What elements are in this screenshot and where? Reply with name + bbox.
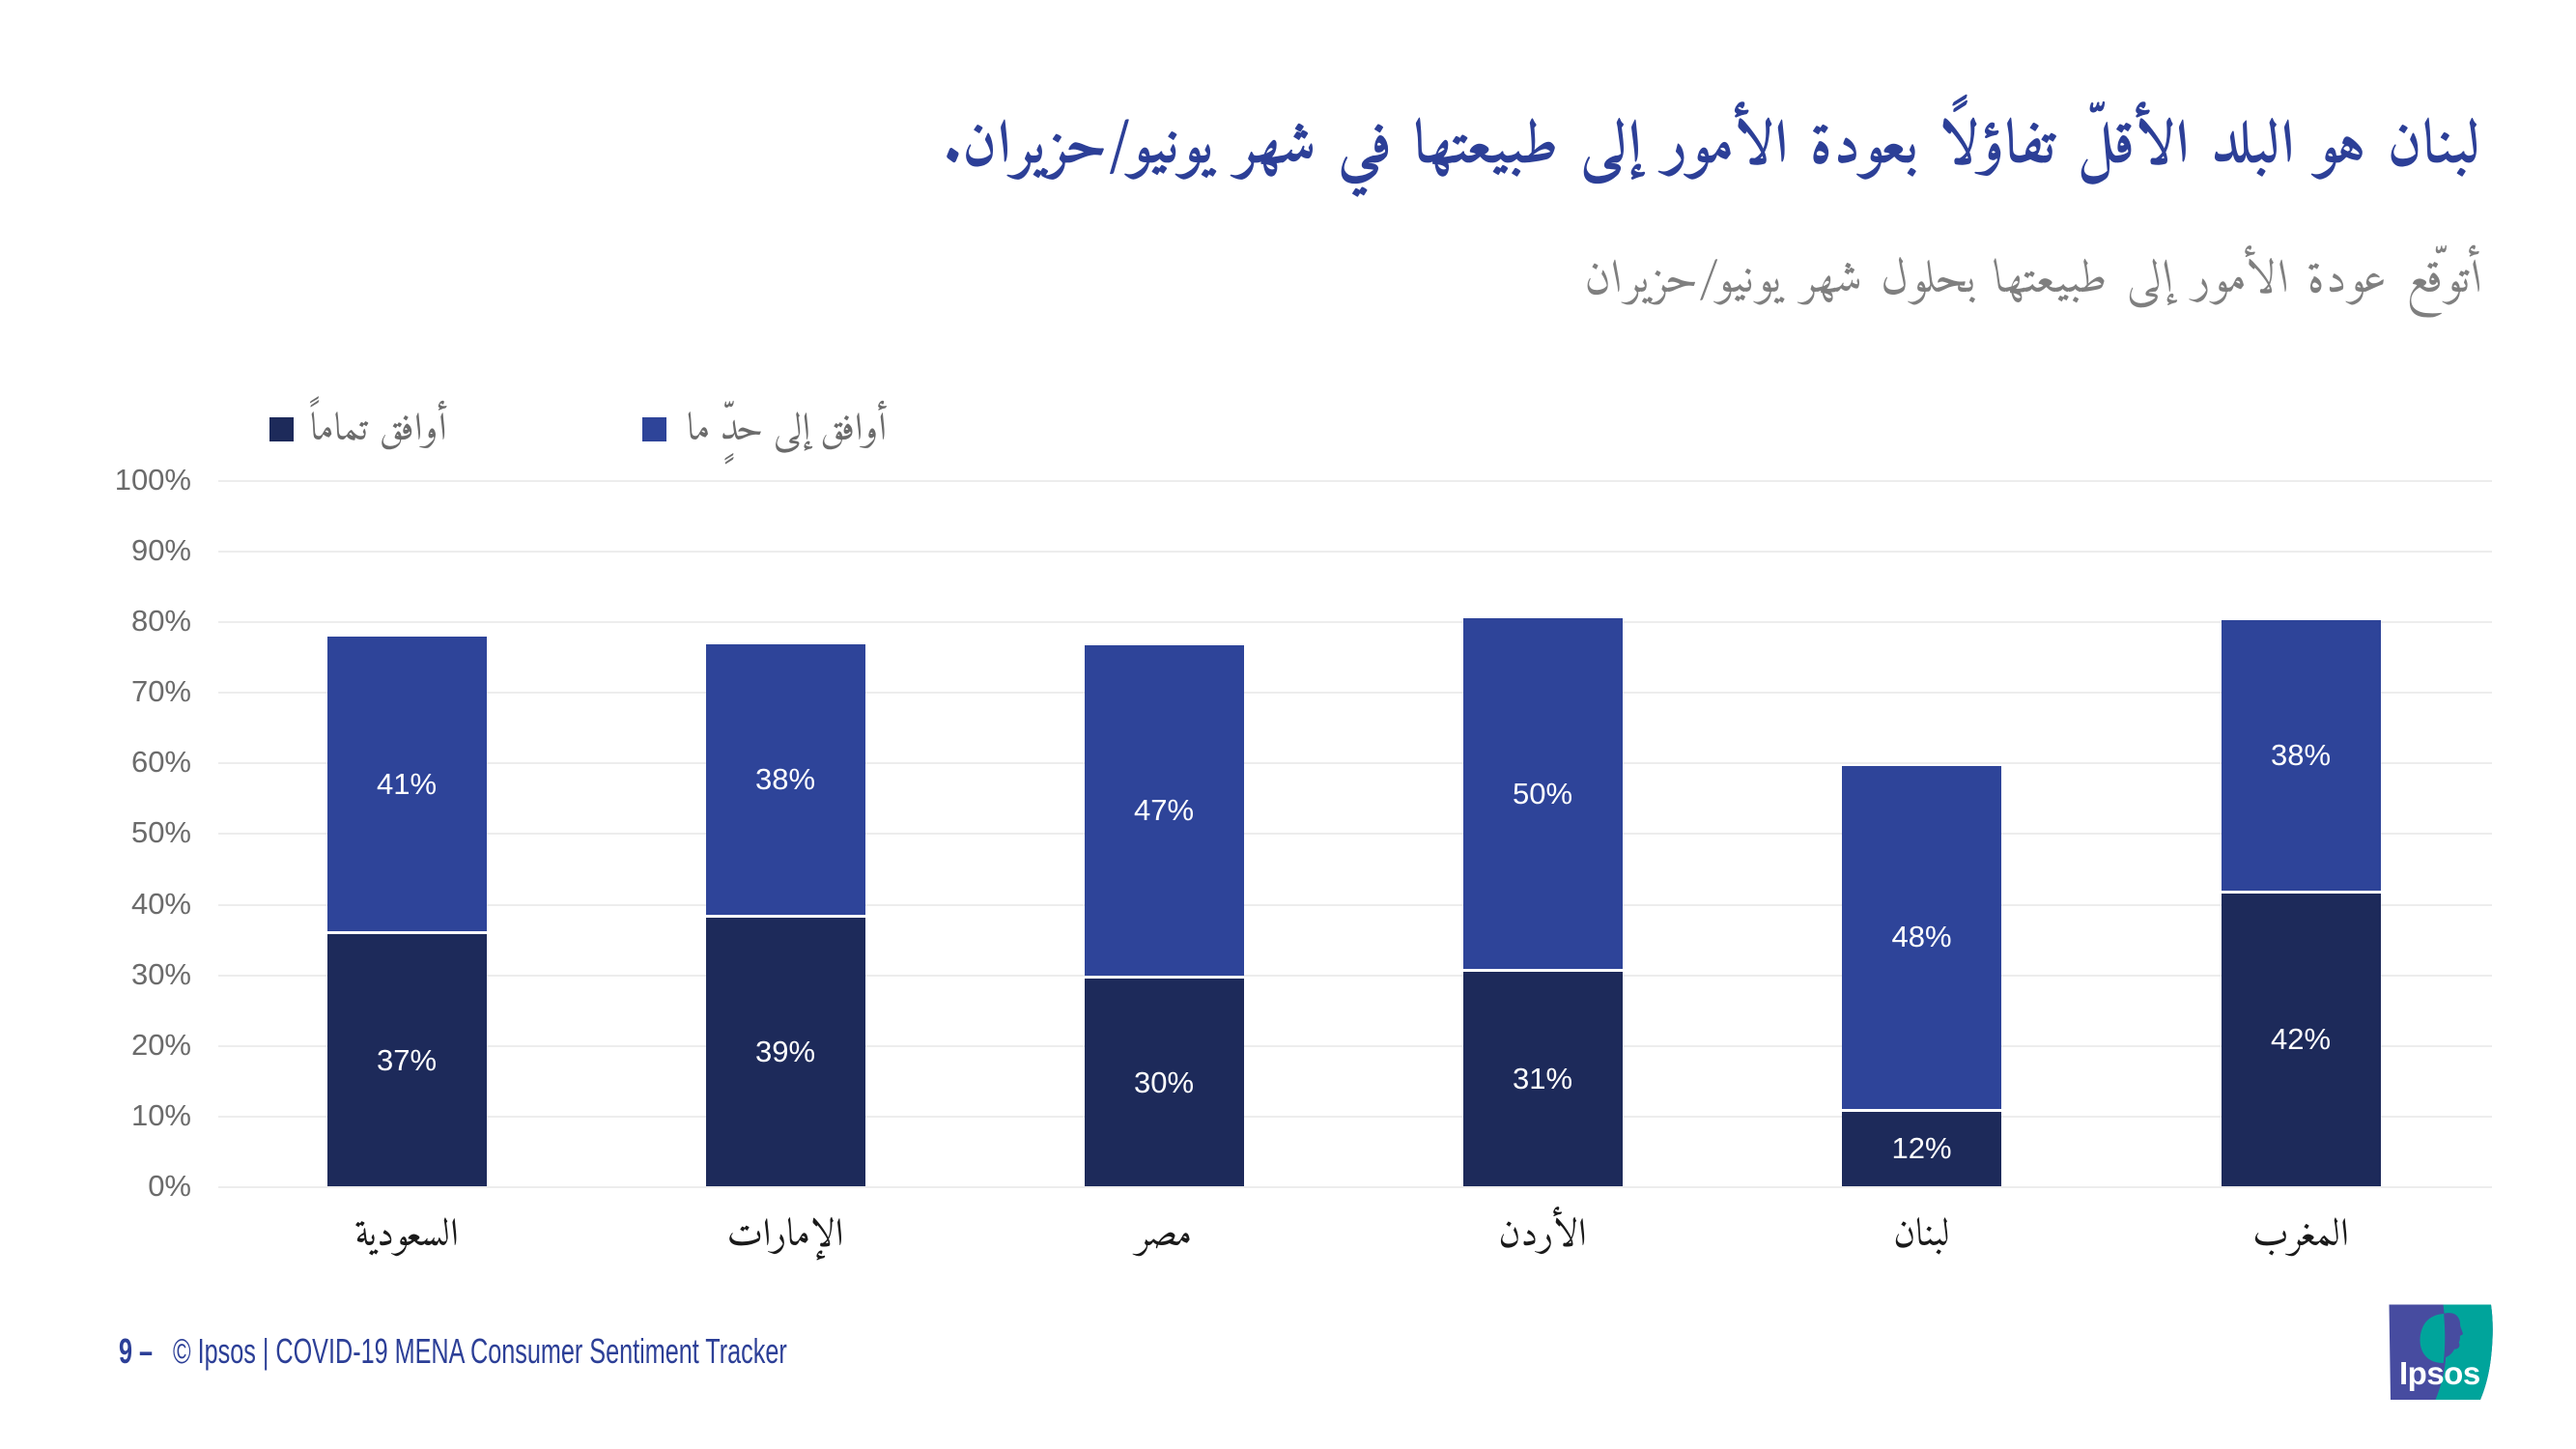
svg-text:Ipsos: Ipsos	[2399, 1355, 2480, 1391]
